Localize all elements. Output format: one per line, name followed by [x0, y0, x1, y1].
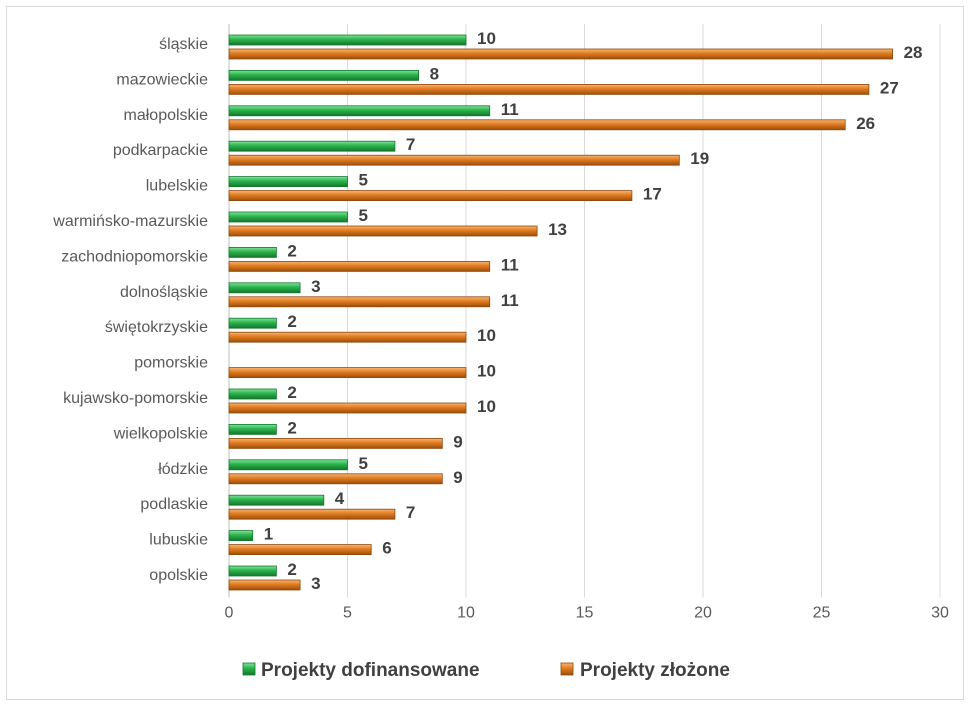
category-label: mazowieckie	[116, 71, 208, 88]
bar-dofinansowane-4	[228, 176, 348, 188]
data-label: 11	[501, 100, 519, 119]
bar-dofinansowane-13	[228, 494, 325, 506]
bar-zlozone-9	[228, 367, 467, 379]
category-label: lubelskie	[146, 178, 208, 195]
legend-label-dofinansowane: Projekty dofinansowane	[261, 660, 480, 681]
category-label: pomorskie	[134, 355, 208, 372]
bar-zlozone-11	[228, 437, 443, 449]
data-label: 5	[359, 206, 368, 225]
bar-zlozone-6	[228, 260, 491, 272]
legend: Projekty dofinansowane Projekty złożone	[242, 660, 730, 681]
bar-zlozone-14	[228, 544, 372, 555]
category-label: śląskie	[159, 36, 208, 53]
data-label: 10	[477, 397, 496, 416]
bar-zlozone-13	[228, 508, 396, 520]
data-label: 3	[311, 574, 320, 593]
data-label: 5	[359, 171, 368, 190]
bar-zlozone-10	[228, 402, 467, 414]
category-label: podkarpackie	[113, 142, 208, 159]
legend-swatch-dofinansowane	[242, 662, 256, 676]
data-label: 10	[477, 362, 496, 381]
bar-dofinansowane-0	[228, 34, 467, 46]
data-label: 10	[477, 29, 496, 48]
data-label: 7	[406, 135, 415, 154]
category-label: lubuskie	[149, 532, 208, 549]
category-label: małopolskie	[124, 107, 209, 124]
bar-dofinansowane-7	[228, 282, 301, 294]
category-label: dolnośląskie	[120, 284, 208, 301]
bar-zlozone-3	[228, 154, 680, 166]
bar-dofinansowane-10	[228, 388, 277, 400]
data-label: 4	[335, 489, 345, 508]
bar-zlozone-0	[228, 48, 893, 60]
bar-zlozone-15	[228, 579, 301, 591]
bar-dofinansowane-12	[228, 459, 348, 471]
data-label: 9	[453, 432, 462, 451]
data-label: 11	[501, 255, 519, 274]
data-label: 5	[359, 454, 368, 473]
category-label: warmińsko-mazurskie	[52, 213, 208, 230]
bar-zlozone-7	[228, 296, 491, 308]
bar-zlozone-12	[228, 473, 443, 485]
bar-dofinansowane-3	[228, 140, 396, 152]
legend-swatch-zlozone	[560, 662, 574, 676]
category-label: podlaskie	[140, 496, 208, 513]
bar-dofinansowane-8	[228, 317, 277, 329]
data-label: 2	[287, 383, 296, 402]
bar-dofinansowane-6	[228, 246, 277, 258]
x-tick-label: 30	[931, 604, 949, 621]
data-label: 6	[382, 539, 391, 558]
bar-zlozone-4	[228, 190, 633, 202]
bar-zlozone-2	[228, 119, 846, 131]
data-label: 19	[690, 149, 709, 168]
data-label: 9	[453, 468, 462, 487]
data-label: 13	[548, 220, 567, 239]
data-label: 2	[287, 418, 296, 437]
bars	[228, 34, 893, 591]
bar-zlozone-8	[228, 331, 467, 343]
data-label: 3	[311, 277, 320, 296]
data-label: 2	[287, 312, 296, 331]
category-label: opolskie	[149, 567, 208, 584]
category-label: kujawsko-pomorskie	[63, 390, 208, 407]
data-label: 27	[880, 78, 899, 97]
x-tick-label: 5	[343, 604, 352, 621]
data-label: 10	[477, 326, 496, 345]
data-label: 2	[287, 560, 296, 579]
category-label: zachodniopomorskie	[61, 248, 208, 265]
x-tick-label: 0	[225, 604, 234, 621]
data-label: 17	[643, 185, 662, 204]
bar-dofinansowane-5	[228, 211, 348, 223]
category-label: łódzkie	[158, 461, 208, 478]
category-label: świętokrzyskie	[105, 319, 208, 336]
x-tick-label: 10	[457, 604, 475, 621]
x-tick-label: 25	[813, 604, 831, 621]
data-label: 8	[430, 64, 439, 83]
bar-zlozone-1	[228, 84, 870, 95]
bar-dofinansowane-1	[228, 70, 420, 81]
category-label: wielkopolskie	[113, 425, 208, 442]
legend-label-zlozone: Projekty złożone	[580, 660, 730, 681]
x-tick-label: 15	[576, 604, 594, 621]
data-label: 7	[406, 503, 415, 522]
bar-dofinansowane-11	[228, 423, 277, 435]
data-label: 2	[287, 241, 296, 260]
data-label: 11	[501, 291, 519, 310]
x-tick-label: 20	[694, 604, 712, 621]
bar-zlozone-5	[228, 225, 538, 237]
data-label: 28	[904, 43, 923, 62]
bar-dofinansowane-2	[228, 105, 491, 117]
bar-dofinansowane-14	[228, 530, 254, 541]
data-label: 26	[856, 114, 875, 133]
data-label: 1	[264, 525, 273, 544]
bar-dofinansowane-15	[228, 565, 277, 577]
